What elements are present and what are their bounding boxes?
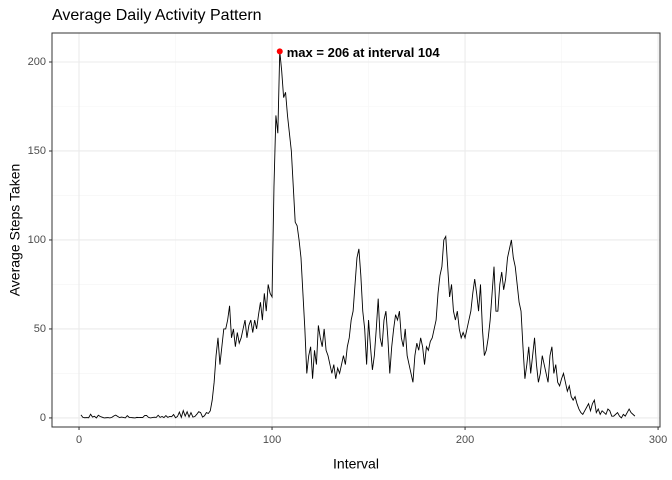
x-tick-label: 300 xyxy=(649,434,667,446)
y-tick-label: 100 xyxy=(28,234,46,246)
y-tick-label: 0 xyxy=(40,412,46,424)
x-tick-label: 0 xyxy=(76,434,82,446)
max-point xyxy=(276,48,283,55)
y-tick-label: 50 xyxy=(34,323,46,335)
x-tick-label: 200 xyxy=(456,434,474,446)
y-tick-label: 200 xyxy=(28,56,46,68)
x-tick-label: 100 xyxy=(263,434,281,446)
panel-border xyxy=(51,32,661,428)
x-axis-title: Interval xyxy=(333,456,379,472)
annotation: max = 206 at interval 104 xyxy=(287,45,441,60)
chart-title: Average Daily Activity Pattern xyxy=(52,7,262,24)
y-tick-label: 150 xyxy=(28,145,46,157)
line xyxy=(80,51,636,419)
y-axis-title: Average Steps Taken xyxy=(7,164,23,297)
